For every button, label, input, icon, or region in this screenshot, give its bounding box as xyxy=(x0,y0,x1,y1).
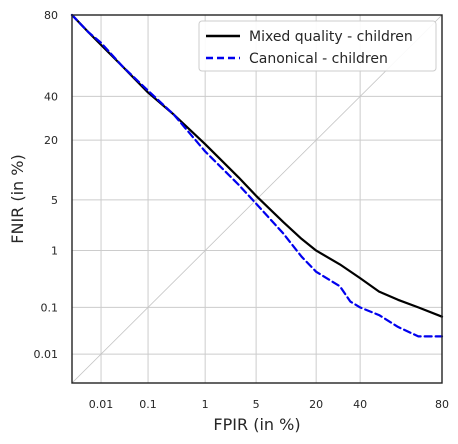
x-tick-label: 5 xyxy=(253,398,260,411)
legend-label-mixed-quality: Mixed quality - children xyxy=(249,29,413,45)
plot-frame xyxy=(71,14,443,384)
x-tick-label: 1 xyxy=(202,398,209,411)
x-tick-label: 80 xyxy=(435,398,449,411)
y-tick-label: 40 xyxy=(44,90,58,103)
diagonal-line xyxy=(71,14,443,384)
x-tick-label: 0.1 xyxy=(139,398,157,411)
y-axis-label: FNIR (in %) xyxy=(8,154,27,243)
series-line-canonical xyxy=(70,13,444,338)
legend-label-canonical: Canonical - children xyxy=(249,51,388,67)
y-tick-labels: 0.01 0.1 1 5 20 40 80 xyxy=(34,9,59,361)
x-axis-label: FPIR (in %) xyxy=(213,415,300,434)
y-tick-label: 1 xyxy=(51,245,58,258)
y-tick-label: 0.1 xyxy=(41,301,59,314)
reference-diagonal xyxy=(71,14,443,384)
y-tick-label: 20 xyxy=(44,134,58,147)
x-tick-labels: 0.01 0.1 1 5 20 40 80 xyxy=(89,398,449,411)
x-tick-label: 0.01 xyxy=(89,398,114,411)
series-curves xyxy=(70,13,444,338)
y-tick-label: 5 xyxy=(51,194,58,207)
x-tick-label: 20 xyxy=(309,398,323,411)
legend-box xyxy=(198,20,437,72)
y-tick-label: 80 xyxy=(44,9,58,22)
legend: Mixed quality - children Canonical - chi… xyxy=(198,20,437,72)
y-tick-label: 0.01 xyxy=(34,348,59,361)
x-tick-label: 40 xyxy=(353,398,367,411)
